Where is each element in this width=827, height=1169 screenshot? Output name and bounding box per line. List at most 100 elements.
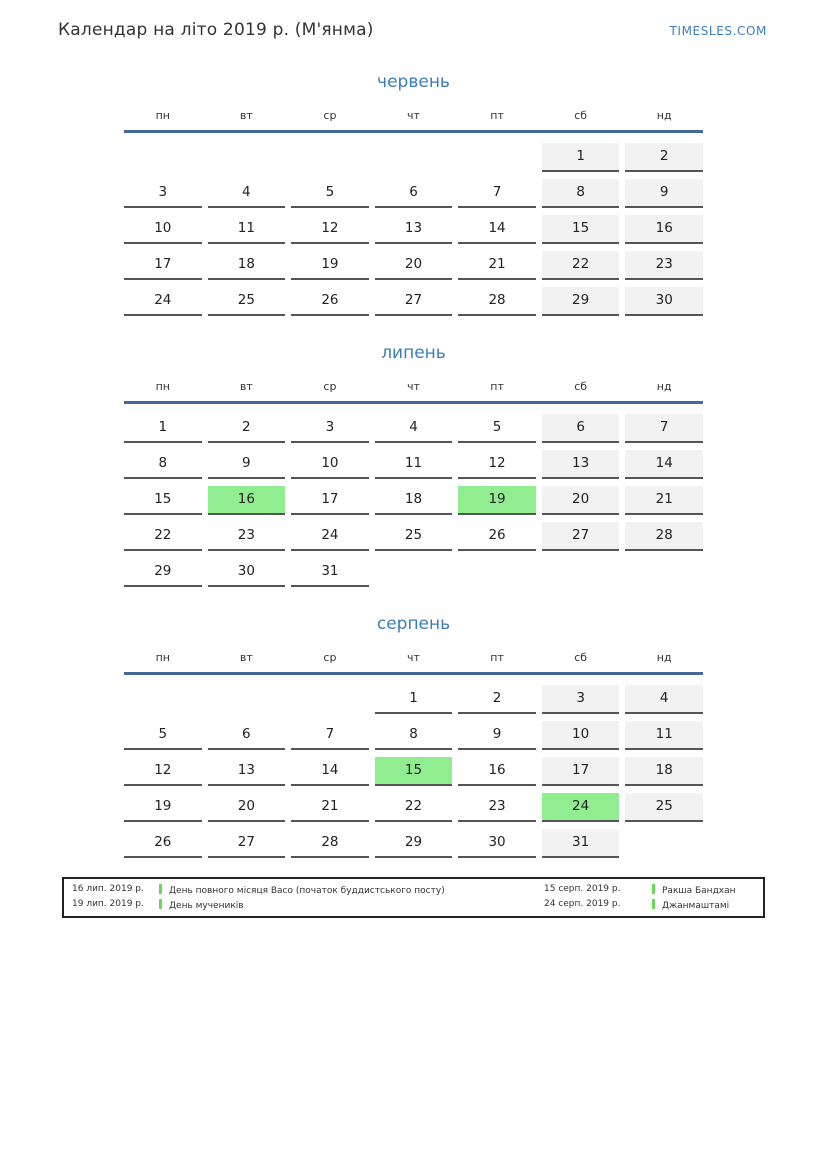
weekday-header: нд (656, 651, 672, 664)
day-cell: 31 (541, 829, 620, 858)
day-cell: 22 (124, 522, 202, 551)
legend-date: 16 лип. 2019 р. (72, 884, 144, 894)
day-cell: 25 (207, 287, 286, 316)
weekday-header: сб (574, 651, 588, 664)
day-cell: 22 (541, 251, 620, 280)
day-cell: 24 (124, 287, 202, 316)
day-cell: 16 (207, 486, 286, 515)
month-title: серпень (376, 614, 451, 634)
legend-date: 15 серп. 2019 р. (544, 884, 621, 894)
days-grid: 1 2 3 4 5 6 7 8 9 10 11 12 13 14 15 16 17 18 19 20 21 22 23 24 2… (124, 133, 703, 316)
day-cell: 6 (541, 414, 620, 443)
weekday-header: ср (323, 380, 337, 393)
day-cell: 19 (291, 251, 369, 280)
day-cell: 22 (374, 793, 453, 822)
days-grid: 1 2 3 4 5 6 7 8 9 10 11 12 13 14 15 16 17 18 19 20 21 22 23 24 2… (124, 675, 703, 858)
day-cell: 9 (625, 179, 703, 208)
day-cell: 19 (458, 486, 536, 515)
day-cell: 1 (374, 685, 453, 714)
weekday-header: пт (490, 651, 504, 664)
day-cell: 23 (207, 522, 286, 551)
legend-bar-icon (159, 884, 162, 894)
day-cell: 12 (124, 757, 202, 786)
day-cell: 29 (541, 287, 620, 316)
day-cell: 25 (374, 522, 453, 551)
weekday-header: ср (323, 651, 337, 664)
day-cell: 30 (207, 558, 286, 587)
day-cell: 8 (124, 450, 202, 479)
day-cell: 4 (625, 685, 703, 714)
day-cell: 7 (625, 414, 703, 443)
site-link[interactable]: TIMESLES.COM (669, 24, 767, 38)
weekday-header: сб (574, 109, 588, 122)
empty-cell (124, 685, 202, 714)
weekday-header: нд (656, 380, 672, 393)
day-cell: 4 (207, 179, 286, 208)
month-grid: пн вт ср чт пт сб нд 1 2 3 4 5 6 7 8 9 10 11 12 13 14 15 16 17 1… (124, 380, 703, 587)
day-cell: 20 (541, 486, 620, 515)
day-cell: 26 (291, 287, 369, 316)
empty-cell (625, 829, 703, 858)
day-cell: 30 (625, 287, 703, 316)
day-cell: 10 (541, 721, 620, 750)
day-cell: 5 (124, 721, 202, 750)
day-cell: 9 (458, 721, 536, 750)
day-cell: 1 (541, 143, 620, 172)
empty-cell (458, 558, 536, 587)
month-grid: пн вт ср чт пт сб нд 1 2 3 4 5 6 7 8 9 10 11 12 13 14 15 16 17 1… (124, 651, 703, 858)
header-rule (124, 401, 703, 404)
day-cell: 14 (458, 215, 536, 244)
weekday-header-row: пн вт ср чт пт сб нд (124, 109, 703, 122)
day-cell: 31 (291, 558, 369, 587)
day-cell: 2 (207, 414, 286, 443)
day-cell: 21 (625, 486, 703, 515)
legend-bar-icon (159, 899, 162, 909)
day-cell: 1 (124, 414, 202, 443)
empty-cell (291, 143, 369, 172)
day-cell: 3 (291, 414, 369, 443)
empty-cell (458, 143, 536, 172)
day-cell: 29 (374, 829, 453, 858)
day-cell: 11 (374, 450, 453, 479)
day-cell: 14 (291, 757, 369, 786)
day-cell: 24 (291, 522, 369, 551)
day-cell: 28 (458, 287, 536, 316)
day-cell: 26 (458, 522, 536, 551)
day-cell: 13 (541, 450, 620, 479)
legend-holiday-name: День мучеників (159, 899, 544, 911)
day-cell: 26 (124, 829, 202, 858)
day-cell: 7 (291, 721, 369, 750)
day-cell: 3 (124, 179, 202, 208)
day-cell: 9 (207, 450, 286, 479)
weekday-header: ср (323, 109, 337, 122)
page-header: Календар на літо 2019 р. (М'янма) TIMESL… (0, 0, 827, 40)
day-cell: 23 (625, 251, 703, 280)
legend-column: 15 серп. 2019 р. Ракша Бандхан 24 серп. 20… (544, 884, 755, 911)
weekday-header-row: пн вт ср чт пт сб нд (124, 380, 703, 393)
day-cell: 20 (207, 793, 286, 822)
month-june: червень пн вт ср чт пт сб нд 1 2 3 4 5 6 7 8 9 10 11 12 13 14… (0, 72, 827, 316)
day-cell: 17 (124, 251, 202, 280)
weekday-header: нд (656, 109, 672, 122)
empty-cell (291, 685, 369, 714)
legend-holiday-name: Ракша Бандхан (652, 884, 755, 896)
month-july: липень пн вт ср чт пт сб нд 1 2 3 4 5 6 7 8 9 10 11 12 13 14 1… (0, 343, 827, 587)
legend-bar-icon (652, 884, 655, 894)
empty-cell (124, 143, 202, 172)
weekday-header: пн (155, 380, 170, 393)
header-rule (124, 672, 703, 675)
empty-cell (208, 685, 286, 714)
legend-date: 24 серп. 2019 р. (544, 899, 621, 909)
legend-holiday-name: День повного місяця Васо (початок буддис… (159, 884, 544, 896)
weekday-header: чт (407, 380, 420, 393)
weekday-header: вт (239, 380, 253, 393)
day-cell: 18 (207, 251, 286, 280)
day-cell: 3 (541, 685, 620, 714)
day-cell: 7 (458, 179, 536, 208)
day-cell: 8 (374, 721, 453, 750)
weekday-header: чт (407, 651, 420, 664)
empty-cell (375, 558, 453, 587)
day-cell: 17 (291, 486, 369, 515)
holiday-legend: 16 лип. 2019 р. День повного місяця Васо … (62, 877, 765, 918)
day-cell: 27 (207, 829, 286, 858)
